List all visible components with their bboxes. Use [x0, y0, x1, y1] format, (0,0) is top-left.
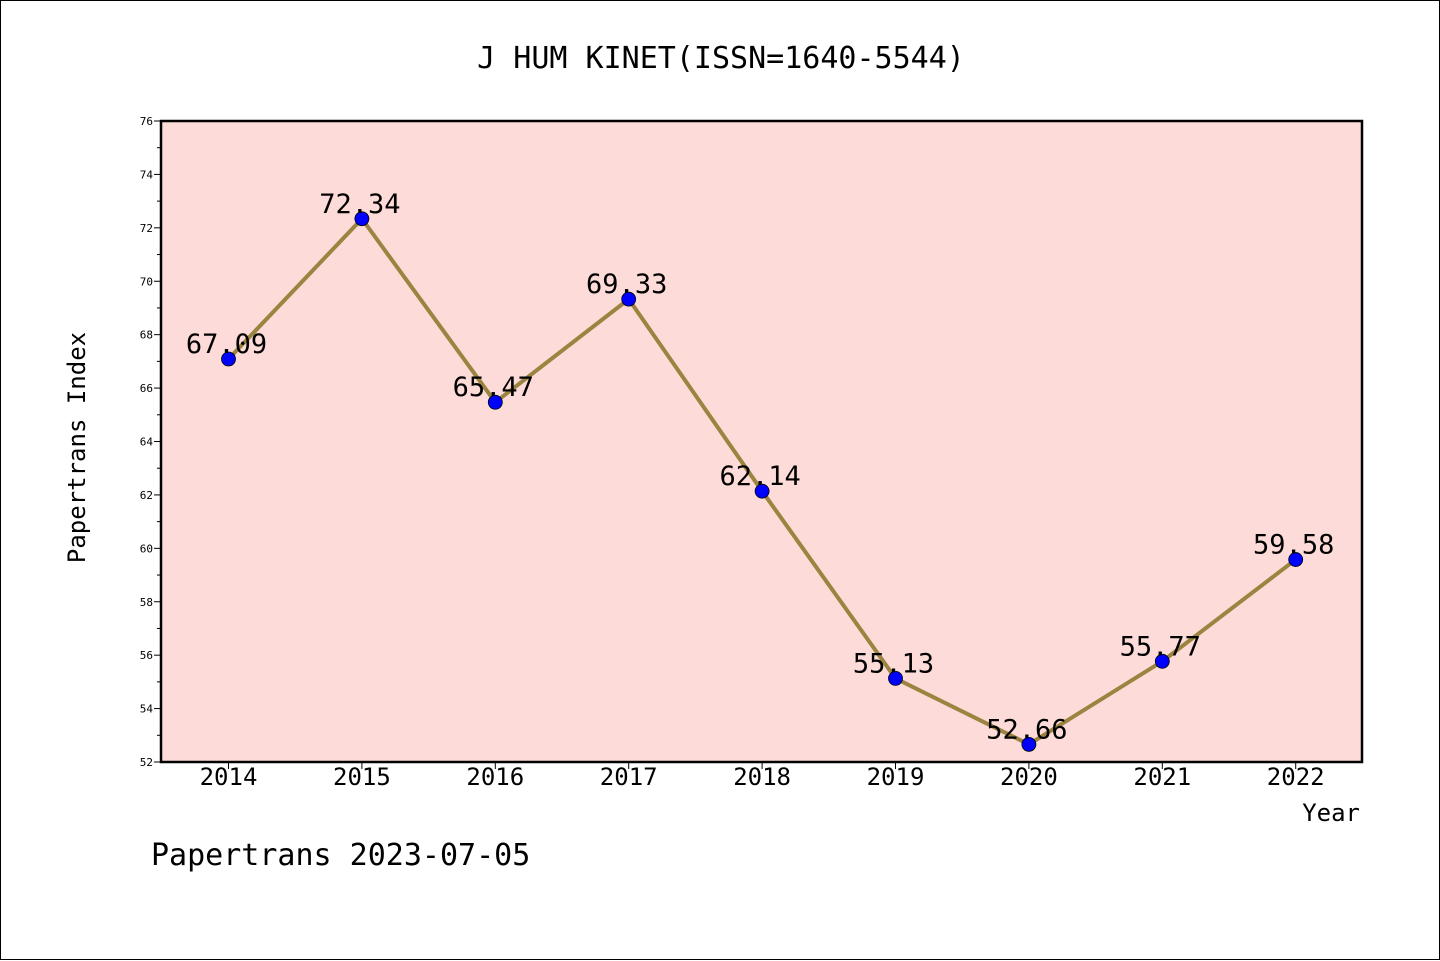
data-point: [354, 211, 370, 227]
data-point: [888, 671, 903, 686]
data-point: [221, 351, 236, 367]
data-point: [1021, 736, 1037, 752]
x-tick-label: 2018: [733, 763, 791, 791]
data-point: [487, 394, 503, 410]
data-label: 72.34: [319, 189, 400, 220]
x-axis-label: Year: [1302, 799, 1360, 827]
y-tick-label: 76: [140, 115, 153, 128]
data-label: 59.58: [1253, 530, 1334, 561]
y-tick-label: 70: [140, 275, 153, 288]
x-tick-label: 2022: [1267, 763, 1325, 791]
data-label: 55.13: [853, 648, 934, 679]
data-point: [621, 291, 637, 307]
y-tick-label: 62: [140, 489, 153, 502]
y-axis: 52 54 56 58 60 62 64 66 68 70 72 74 76: [140, 115, 161, 769]
y-tick-label: 54: [140, 703, 154, 716]
data-label: 55.77: [1120, 631, 1201, 662]
data-point: [1288, 552, 1304, 567]
data-label: 52.66: [986, 714, 1067, 745]
chart-title: J HUM KINET(ISSN=1640-5544): [477, 41, 965, 76]
data-point: [754, 483, 770, 499]
y-tick-label: 68: [140, 329, 153, 342]
y-tick-label: 64: [140, 436, 154, 449]
x-axis: 2014 2015 2016 2017 2018 2019 2020 2021 2022: [200, 762, 1325, 791]
x-tick-label: 2019: [867, 763, 925, 791]
data-point: [1154, 653, 1170, 669]
y-tick-label: 58: [140, 596, 153, 609]
y-tick-label: 72: [140, 222, 153, 235]
y-tick-label: 74: [140, 168, 154, 181]
data-labels: 67.09 72.34 65.47 69.33 62.14 55.13 52.66 55.77…: [186, 189, 1334, 746]
data-label: 69.33: [586, 269, 667, 300]
data-label: 65.47: [453, 372, 534, 403]
data-label: 62.14: [719, 461, 800, 492]
x-tick-label: 2014: [200, 763, 258, 791]
x-tick-label: 2020: [1000, 763, 1058, 791]
x-tick-label: 2015: [333, 763, 391, 791]
series-papertrans-index: [221, 211, 1304, 752]
y-tick-label: 56: [140, 649, 153, 662]
x-tick-label: 2021: [1133, 763, 1191, 791]
y-tick-label: 66: [140, 382, 153, 395]
x-tick-label: 2016: [466, 763, 524, 791]
data-label: 67.09: [186, 329, 267, 360]
footer-stamp: Papertrans 2023-07-05: [151, 838, 530, 873]
x-tick-label: 2017: [600, 763, 658, 791]
y-axis-label: Papertrans Index: [63, 332, 91, 563]
y-tick-label: 60: [140, 542, 153, 555]
y-tick-label: 52: [140, 756, 153, 769]
